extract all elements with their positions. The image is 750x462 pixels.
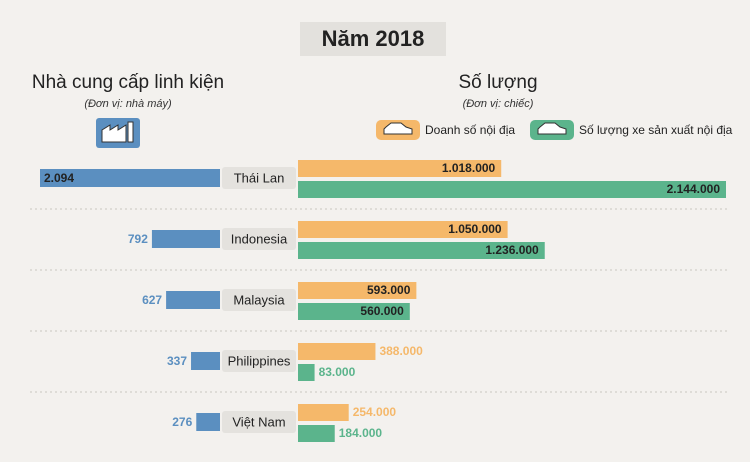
- value-label: 560.000: [360, 304, 404, 318]
- legend-car-icon: [537, 122, 567, 135]
- bar: [298, 282, 417, 299]
- bar: [298, 221, 508, 238]
- bar: [191, 352, 220, 370]
- value-label: 792: [128, 232, 148, 246]
- legend-label: Số lượng xe sản xuất nội địa: [579, 123, 733, 137]
- category-box: [222, 411, 296, 433]
- value-label: 2.094: [44, 171, 74, 185]
- factory-icon: [96, 118, 140, 148]
- bar: [196, 413, 220, 431]
- category-box: [222, 228, 296, 250]
- chart-title: Năm 2018: [322, 26, 425, 51]
- value-label: 276: [172, 415, 192, 429]
- title-box: [300, 22, 446, 56]
- value-label: 593.000: [367, 283, 411, 297]
- value-label: 254.000: [353, 405, 397, 419]
- value-label: 1.050.000: [448, 222, 502, 236]
- bar: [298, 404, 349, 421]
- category-label: Philippines: [228, 353, 291, 368]
- bar: [298, 242, 545, 259]
- bar: [298, 364, 315, 381]
- legend-car-icon: [383, 122, 413, 135]
- category-box: [222, 167, 296, 189]
- value-label: 184.000: [339, 426, 383, 440]
- right-subtitle: (Đơn vị: chiếc): [463, 98, 534, 110]
- bar: [298, 160, 502, 177]
- value-label: 627: [142, 293, 162, 307]
- value-label: 1.018.000: [442, 161, 496, 175]
- category-label: Indonesia: [231, 231, 288, 246]
- bar: [298, 181, 726, 198]
- category-label: Việt Nam: [232, 414, 285, 429]
- category-box: [222, 350, 296, 372]
- value-label: 388.000: [379, 344, 423, 358]
- bar: [40, 169, 220, 187]
- bar: [166, 291, 220, 309]
- category-label: Malaysia: [233, 292, 285, 307]
- bar: [298, 425, 335, 442]
- left-subtitle: (Đơn vị: nhà máy): [84, 98, 172, 110]
- value-label: 83.000: [319, 365, 356, 379]
- value-label: 337: [167, 354, 187, 368]
- category-label: Thái Lan: [234, 170, 285, 185]
- right-title: Số lượng: [458, 72, 537, 93]
- left-title: Nhà cung cấp linh kiện: [32, 72, 224, 93]
- value-label: 1.236.000: [485, 243, 539, 257]
- bar: [298, 303, 410, 320]
- legend-label: Doanh số nội địa: [425, 123, 515, 137]
- value-label: 2.144.000: [667, 182, 721, 196]
- bar: [151, 230, 220, 248]
- bar: [298, 343, 376, 360]
- category-box: [222, 289, 296, 311]
